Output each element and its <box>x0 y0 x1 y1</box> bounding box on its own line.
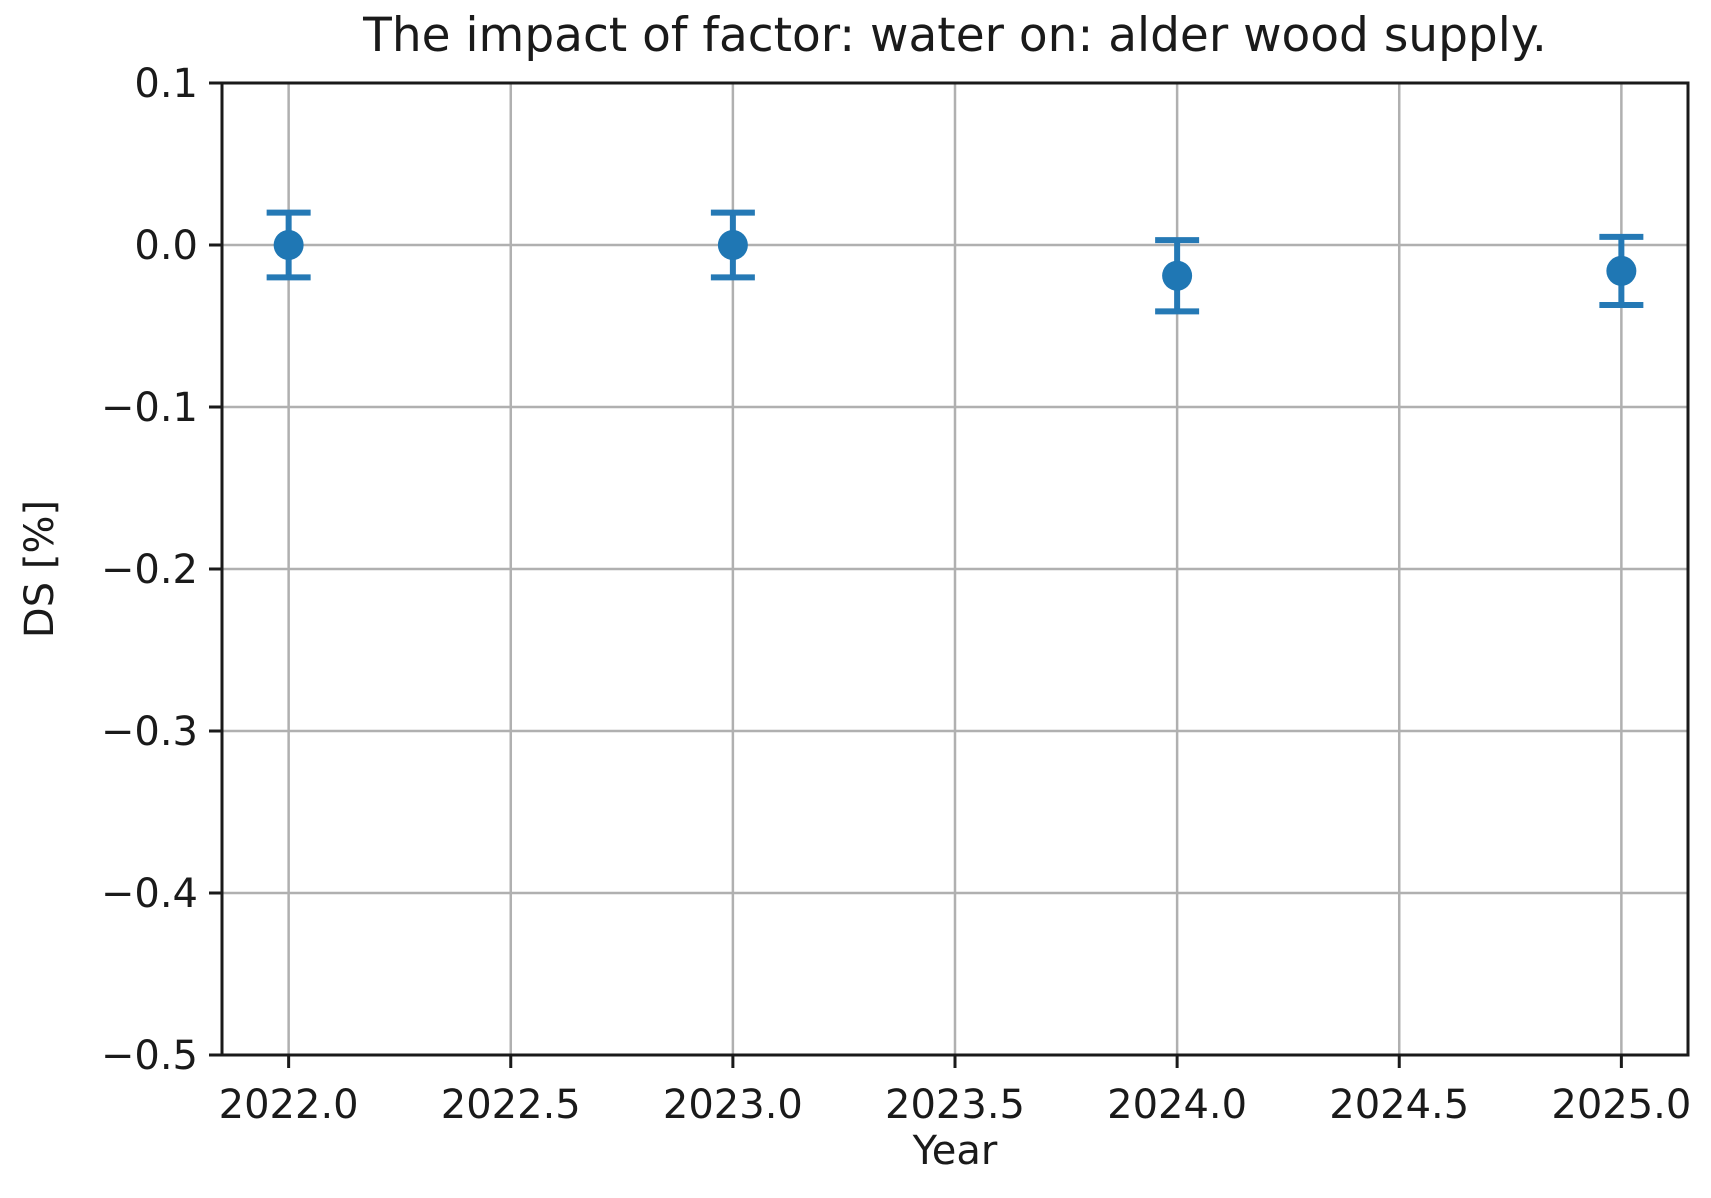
data-point-marker <box>1162 260 1193 291</box>
x-tick-label: 2024.0 <box>1107 1082 1247 1128</box>
x-tick-label: 2023.5 <box>885 1082 1025 1128</box>
data-point-marker <box>1606 255 1637 286</box>
x-tick-label: 2023.0 <box>663 1082 803 1128</box>
data-point-marker <box>273 230 304 260</box>
x-tick-label: 2022.5 <box>441 1082 581 1128</box>
y-tick-label: −0.2 <box>101 547 198 593</box>
y-tick-label: 0.1 <box>134 61 198 107</box>
y-tick-label: −0.1 <box>101 385 198 431</box>
y-tick-label: −0.4 <box>101 871 198 917</box>
y-axis-label: DS [%] <box>17 499 63 639</box>
y-tick-label: −0.5 <box>101 1033 198 1079</box>
y-tick-label: 0.0 <box>134 223 198 269</box>
x-axis-label: Year <box>912 1128 998 1174</box>
y-tick-label: −0.3 <box>101 709 198 755</box>
x-tick-label: 2025.0 <box>1551 1082 1691 1128</box>
x-tick-label: 2022.0 <box>219 1082 359 1128</box>
x-tick-label: 2024.5 <box>1329 1082 1469 1128</box>
chart-title: The impact of factor: water on: alder wo… <box>363 8 1547 63</box>
data-point-marker <box>717 230 748 260</box>
